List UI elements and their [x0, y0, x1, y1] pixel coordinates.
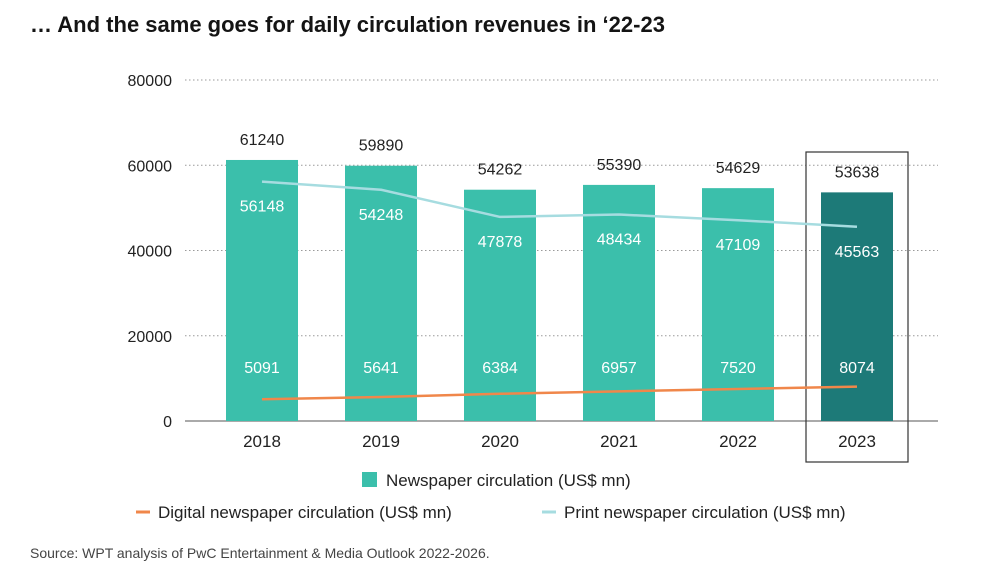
bar — [702, 188, 774, 421]
bar — [226, 159, 298, 422]
source-note: Source: WPT analysis of PwC Entertainmen… — [30, 545, 490, 561]
legend: Newspaper circulation (US$ mn) Digital ne… — [136, 471, 846, 522]
bar-value-label: 54629 — [716, 160, 761, 177]
print-value-label: 54248 — [359, 207, 404, 224]
x-tick-label: 2021 — [600, 432, 638, 451]
bar-value-label: 55390 — [597, 157, 642, 174]
y-tick-label: 20000 — [128, 329, 173, 346]
digital-value-label: 6957 — [601, 360, 637, 377]
highlight-box — [805, 151, 909, 463]
bar-series — [226, 151, 909, 463]
digital-value-label: 5641 — [363, 360, 399, 377]
bar-value-label: 53638 — [835, 164, 880, 181]
x-tick-label: 2019 — [362, 432, 400, 451]
print-line — [261, 180, 858, 229]
print-value-label: 45563 — [835, 244, 880, 261]
legend-label-digital: Digital newspaper circulation (US$ mn) — [158, 503, 452, 522]
digital-value-label: 6384 — [482, 360, 518, 377]
x-axis: 2018 2019 2020 2021 2022 2023 — [243, 432, 876, 451]
print-value-label: 47878 — [478, 234, 523, 251]
bar — [464, 189, 536, 421]
chart-title: … And the same goes for daily circulatio… — [30, 12, 665, 37]
print-value-label: 56148 — [240, 199, 285, 216]
legend-swatch-bar — [362, 472, 377, 487]
y-tick-label: 40000 — [128, 244, 173, 261]
line-series — [261, 180, 858, 401]
digital-value-label: 7520 — [720, 360, 756, 377]
bar — [821, 192, 893, 421]
y-tick-label: 0 — [163, 414, 172, 431]
y-tick-label: 60000 — [128, 158, 173, 175]
data-labels: 61240 59890 54262 55390 54629 53638 56148 54248… — [240, 132, 880, 377]
print-value-label: 48434 — [597, 232, 642, 249]
legend-label-bar: Newspaper circulation (US$ mn) — [386, 471, 631, 490]
bar-value-label: 61240 — [240, 132, 285, 149]
x-tick-label: 2022 — [719, 432, 757, 451]
x-tick-label: 2018 — [243, 432, 281, 451]
bar-value-label: 54262 — [478, 162, 523, 179]
x-tick-label: 2023 — [838, 432, 876, 451]
y-axis: 0 20000 40000 60000 80000 — [128, 73, 173, 431]
digital-line — [261, 385, 858, 401]
bar — [583, 184, 655, 421]
digital-value-label: 5091 — [244, 360, 280, 377]
bar — [345, 165, 417, 421]
legend-label-print: Print newspaper circulation (US$ mn) — [564, 503, 846, 522]
print-value-label: 47109 — [716, 237, 761, 254]
y-tick-label: 80000 — [128, 73, 173, 90]
bar-value-label: 59890 — [359, 138, 404, 155]
digital-value-label: 8074 — [839, 360, 875, 377]
grid-lines — [185, 79, 938, 422]
x-tick-label: 2020 — [481, 432, 519, 451]
